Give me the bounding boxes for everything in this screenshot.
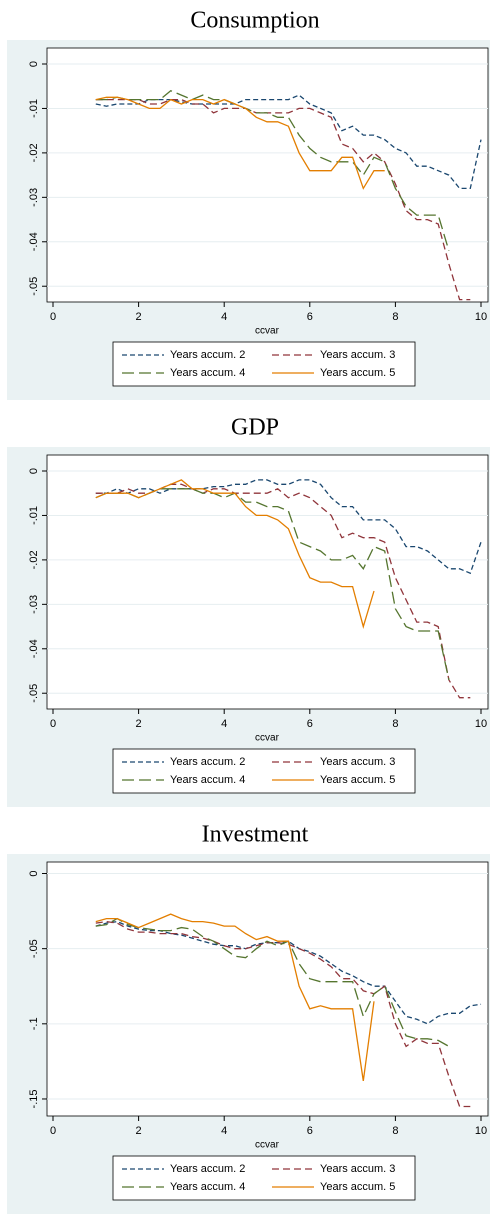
y-tick-label: -.1 [28,1017,40,1030]
series-line [95,96,385,190]
y-tick-label: -.01 [28,506,40,525]
series-line [95,94,482,190]
series-line [95,917,450,1047]
x-tick-label: 2 [136,311,142,323]
x-tick-label: 4 [221,718,227,730]
plot-area [46,454,489,710]
x-tick-label: 8 [392,718,398,730]
plot-area [46,861,489,1117]
x-tick-label: 10 [475,311,487,323]
legend-label: Years accum. 2 [170,349,245,361]
x-tick-label: 10 [475,1125,487,1137]
legend-label: Years accum. 5 [320,367,395,379]
chart-title: GDP [231,415,279,441]
legend-label: Years accum. 5 [320,774,395,786]
y-tick-label: -.05 [28,277,40,296]
y-tick-label: 0 [28,468,40,474]
x-tick-label: 6 [307,718,313,730]
x-axis-label: ccvar [255,733,280,744]
x-tick-label: 2 [136,1125,142,1137]
x-tick-label: 6 [307,311,313,323]
x-tick-label: 4 [221,311,227,323]
y-tick-label: -.03 [28,595,40,614]
x-tick-label: 2 [136,718,142,730]
legend-label: Years accum. 4 [170,1181,245,1193]
legend-label: Years accum. 3 [320,756,395,768]
legend-label: Years accum. 4 [170,367,245,379]
y-tick-label: -.02 [28,143,40,162]
y-tick-label: -.04 [28,639,40,658]
y-tick-label: -.03 [28,188,40,207]
x-axis-label: ccvar [255,326,280,337]
y-tick-label: -.15 [28,1089,40,1108]
series-line [95,483,471,699]
legend-label: Years accum. 2 [170,1163,245,1175]
x-tick-label: 6 [307,1125,313,1137]
x-tick-label: 0 [50,718,56,730]
y-tick-label: -.01 [28,99,40,118]
series-line [95,479,482,575]
series-line [95,89,450,251]
legend-label: Years accum. 3 [320,1163,395,1175]
x-tick-label: 0 [50,1125,56,1137]
legend-box [112,1155,416,1201]
series-line [95,913,375,1081]
x-axis-label: ccvar [255,1140,280,1151]
y-tick-label: -.05 [28,684,40,703]
y-tick-label: -.04 [28,232,40,251]
legend-label: Years accum. 5 [320,1181,395,1193]
panel: Investment 0 -.05 -.1 -.15 0 2 4 6 8 10 ccvar Years … [7,822,490,1214]
y-tick-label: 0 [28,61,40,67]
chart-title: Investment [202,822,309,848]
y-tick-label: 0 [28,870,40,876]
series-line [95,479,375,629]
y-tick-label: -.05 [28,939,40,958]
x-tick-label: 4 [221,1125,227,1137]
legend-label: Years accum. 4 [170,774,245,786]
x-tick-label: 8 [392,311,398,323]
panel: Consumption 0 -.01 -.02 -.03 -.04 -.05 0 2 4 6 8 10 c… [7,8,490,400]
chart-title: Consumption [190,8,319,34]
plot-area [46,47,489,303]
legend-box [112,341,416,387]
y-tick-label: -.02 [28,550,40,569]
x-tick-label: 10 [475,718,487,730]
x-tick-label: 0 [50,311,56,323]
panel: GDP 0 -.01 -.02 -.03 -.04 -.05 0 2 4 6 8 10 ccvar Year… [7,415,490,807]
legend-box [112,748,416,794]
legend-label: Years accum. 2 [170,756,245,768]
x-tick-label: 8 [392,1125,398,1137]
legend-label: Years accum. 3 [320,349,395,361]
series-line [95,98,471,301]
